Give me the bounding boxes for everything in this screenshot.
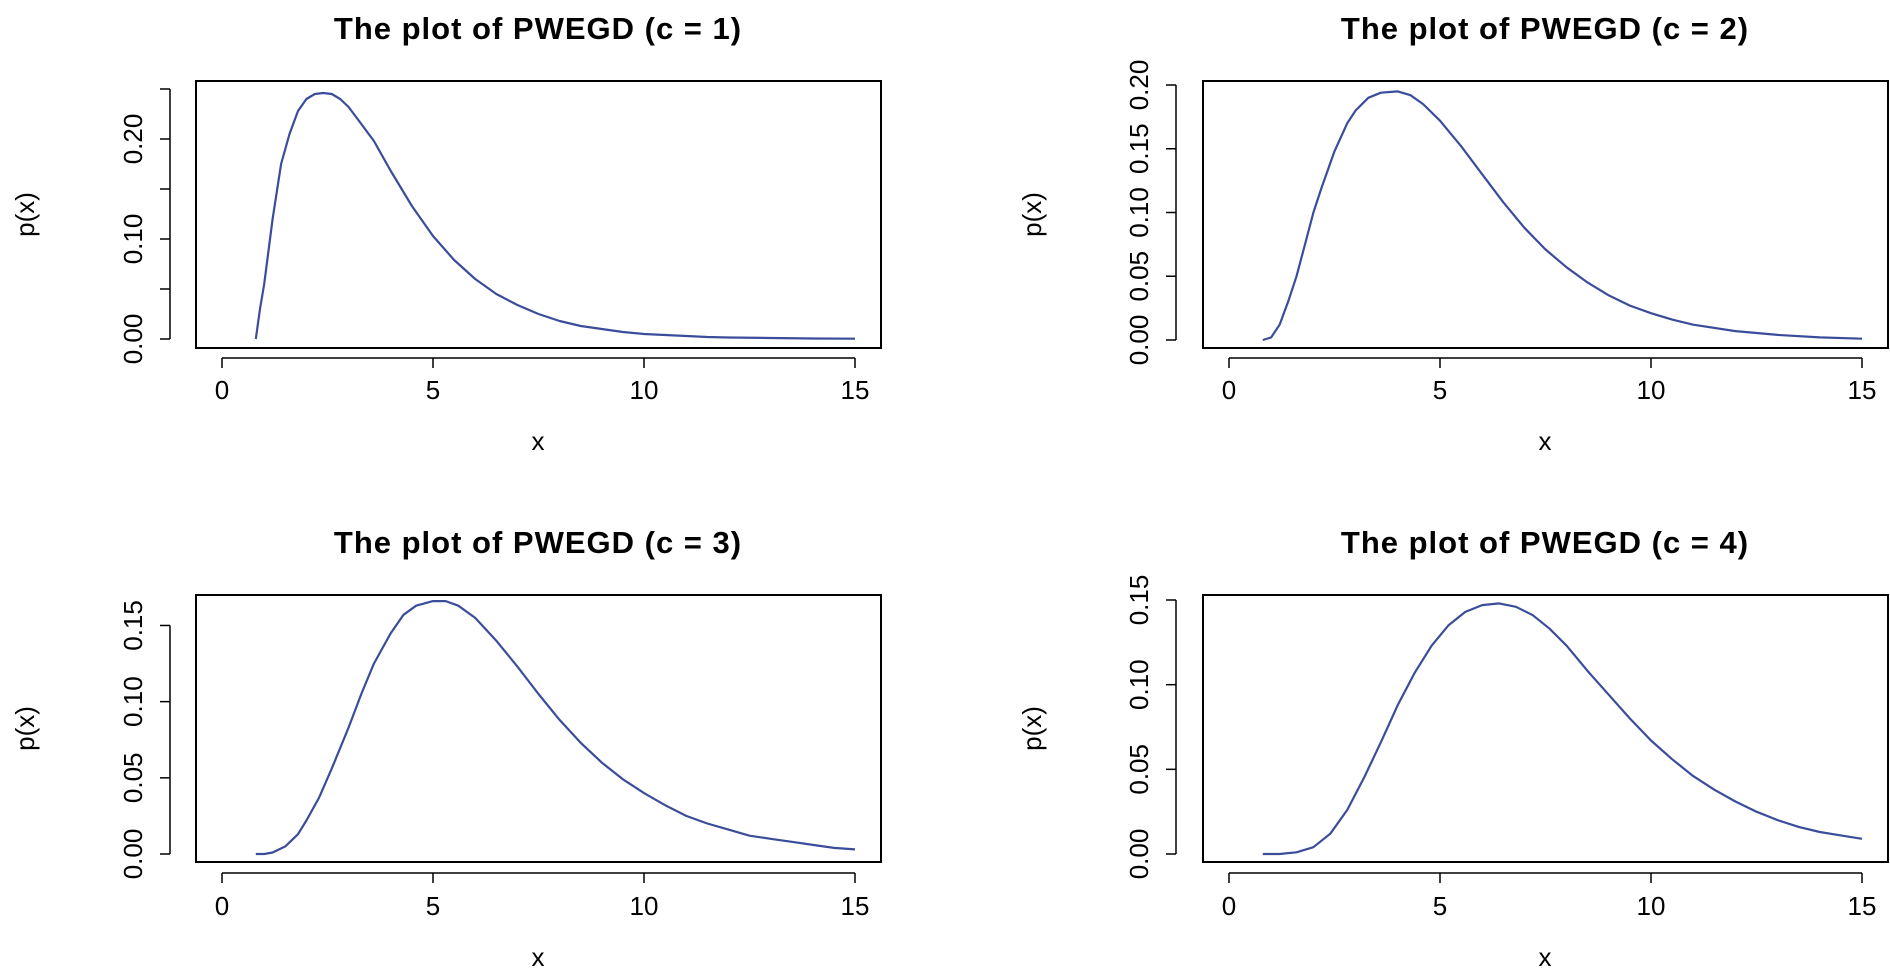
x-tick-label: 5: [1433, 891, 1447, 921]
x-axis-label: x: [532, 426, 545, 456]
x-axis-label: x: [1539, 942, 1552, 968]
y-tick-label: 0.05: [1124, 744, 1154, 795]
chart-title: The plot of PWEGD (c = 1): [334, 11, 742, 46]
x-tick-label: 10: [1637, 375, 1666, 405]
y-tick-label: 0.15: [1124, 575, 1154, 626]
x-tick-label: 5: [426, 375, 440, 405]
x-tick-label: 15: [1848, 375, 1877, 405]
y-axis-label: p(x): [10, 192, 40, 237]
chart-panel-2: The plot of PWEGD (c = 2) 0 5 10 15 x 0.00 0.05…: [1017, 11, 1889, 456]
y-tick-label: 0.00: [1124, 829, 1154, 880]
x-tick-label: 10: [630, 891, 659, 921]
x-tick-label: 15: [841, 375, 870, 405]
y-tick-label: 0.20: [118, 114, 148, 165]
y-tick-label: 0.05: [1124, 251, 1154, 302]
chart-panel-1: The plot of PWEGD (c = 1) 0 5 10 15 x 0.00 0.10…: [10, 11, 882, 456]
plot-frame: [195, 80, 882, 349]
x-tick-label: 15: [1848, 891, 1877, 921]
x-tick-label: 15: [841, 891, 870, 921]
chart-panel-4: The plot of PWEGD (c = 4) 0 5 10 15 x 0.00 0.05…: [1017, 525, 1889, 968]
y-axis-label: p(x): [1017, 192, 1047, 237]
y-tick-label: 0.10: [118, 214, 148, 265]
plot-frame: [195, 594, 882, 863]
plot-frame: [1202, 80, 1889, 349]
density-curve: [255, 600, 856, 856]
density-curve: [254, 91, 856, 340]
y-tick-label: 0.10: [1124, 187, 1154, 238]
y-tick-label: 0.10: [1124, 659, 1154, 710]
y-axis-label: p(x): [1017, 706, 1047, 751]
x-tick-label: 0: [1222, 891, 1236, 921]
x-tick-label: 10: [630, 375, 659, 405]
x-tick-label: 0: [215, 891, 229, 921]
x-axis-label: x: [1539, 426, 1552, 456]
x-tick-label: 5: [426, 891, 440, 921]
x-tick-label: 10: [1637, 891, 1666, 921]
x-tick-label: 5: [1433, 375, 1447, 405]
chart-title: The plot of PWEGD (c = 3): [334, 525, 742, 560]
plot-frame: [1202, 594, 1889, 863]
y-tick-label: 0.00: [118, 314, 148, 365]
density-curve: [1262, 90, 1863, 342]
y-axis-label: p(x): [10, 706, 40, 751]
y-tick-label: 0.05: [118, 753, 148, 804]
x-tick-label: 0: [215, 375, 229, 405]
y-tick-label: 0.20: [1124, 60, 1154, 111]
y-tick-label: 0.00: [118, 829, 148, 880]
density-curve: [1262, 602, 1863, 856]
chart-title: The plot of PWEGD (c = 2): [1341, 11, 1749, 46]
y-tick-label: 0.15: [1124, 123, 1154, 174]
y-tick-label: 0.15: [118, 600, 148, 651]
y-tick-label: 0.00: [1124, 315, 1154, 366]
y-tick-label: 0.10: [118, 676, 148, 727]
chart-panel-3: The plot of PWEGD (c = 3) 0 5 10 15 x 0.00 0.05…: [10, 525, 882, 968]
chart-title: The plot of PWEGD (c = 4): [1341, 525, 1749, 560]
x-tick-label: 0: [1222, 375, 1236, 405]
x-axis-label: x: [532, 942, 545, 968]
